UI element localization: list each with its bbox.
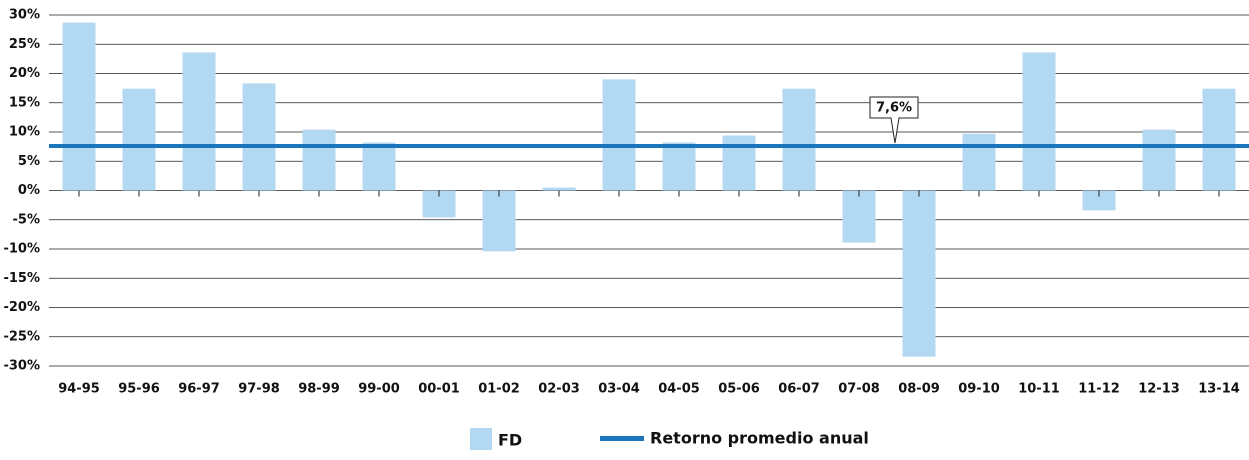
- bar: [962, 133, 996, 191]
- bar: [842, 190, 876, 243]
- x-tick-label: 99-00: [358, 382, 400, 397]
- y-tick-label: 30%: [9, 8, 40, 23]
- y-tick-label: 20%: [9, 66, 40, 81]
- bar: [902, 190, 936, 357]
- bar: [122, 88, 156, 191]
- x-tick-label: 94-95: [58, 382, 100, 397]
- x-tick-label: 04-05: [658, 382, 700, 397]
- x-tick-label: 97-98: [238, 382, 280, 397]
- bar: [482, 190, 516, 252]
- y-tick-label: 15%: [9, 95, 40, 110]
- x-tick-label: 95-96: [118, 382, 160, 397]
- bar: [182, 52, 216, 191]
- x-tick-label: 12-13: [1138, 382, 1180, 397]
- y-tick-label: 25%: [9, 37, 40, 52]
- legend-label: Retorno promedio anual: [650, 429, 869, 448]
- x-tick-label: 01-02: [478, 382, 520, 397]
- y-tick-label: -20%: [3, 300, 40, 315]
- bar: [362, 142, 396, 191]
- x-tick-label: 06-07: [778, 382, 820, 397]
- bar: [1142, 129, 1176, 191]
- y-tick-label: 0%: [18, 183, 40, 198]
- y-tick-label: -15%: [3, 271, 40, 286]
- x-tick-label: 98-99: [298, 382, 340, 397]
- y-tick-label: -30%: [3, 359, 40, 374]
- legend-swatch: [600, 436, 644, 441]
- x-tick-label: 08-09: [898, 382, 940, 397]
- bar: [1082, 190, 1116, 211]
- x-tick-label: 96-97: [178, 382, 220, 397]
- x-tick-label: 03-04: [598, 382, 640, 397]
- x-tick-label: 05-06: [718, 382, 760, 397]
- bar: [662, 142, 696, 191]
- y-tick-label: -25%: [3, 329, 40, 344]
- x-tick-label: 10-11: [1018, 382, 1060, 397]
- legend-label: FD: [498, 431, 522, 450]
- bar: [62, 22, 96, 191]
- bar: [782, 88, 816, 191]
- y-tick-label: 5%: [18, 154, 40, 169]
- x-tick-label: 11-12: [1078, 382, 1120, 397]
- bar: [242, 83, 276, 191]
- y-tick-label: 10%: [9, 125, 40, 140]
- x-tick-label: 09-10: [958, 382, 1000, 397]
- annotation: 7,6%: [876, 101, 912, 116]
- annotation-box: [869, 96, 919, 144]
- bar: [302, 129, 336, 191]
- bar: [1022, 52, 1056, 191]
- x-tick-label: 00-01: [418, 382, 460, 397]
- x-tick-label: 13-14: [1198, 382, 1240, 397]
- bar: [1202, 88, 1236, 191]
- bar: [602, 79, 636, 191]
- legend-swatch: [470, 428, 492, 450]
- y-tick-label: -10%: [3, 242, 40, 257]
- x-tick-label: 02-03: [538, 382, 580, 397]
- x-tick-label: 07-08: [838, 382, 880, 397]
- y-tick-label: -5%: [13, 212, 40, 227]
- bar: [722, 135, 756, 191]
- bar: [542, 187, 576, 191]
